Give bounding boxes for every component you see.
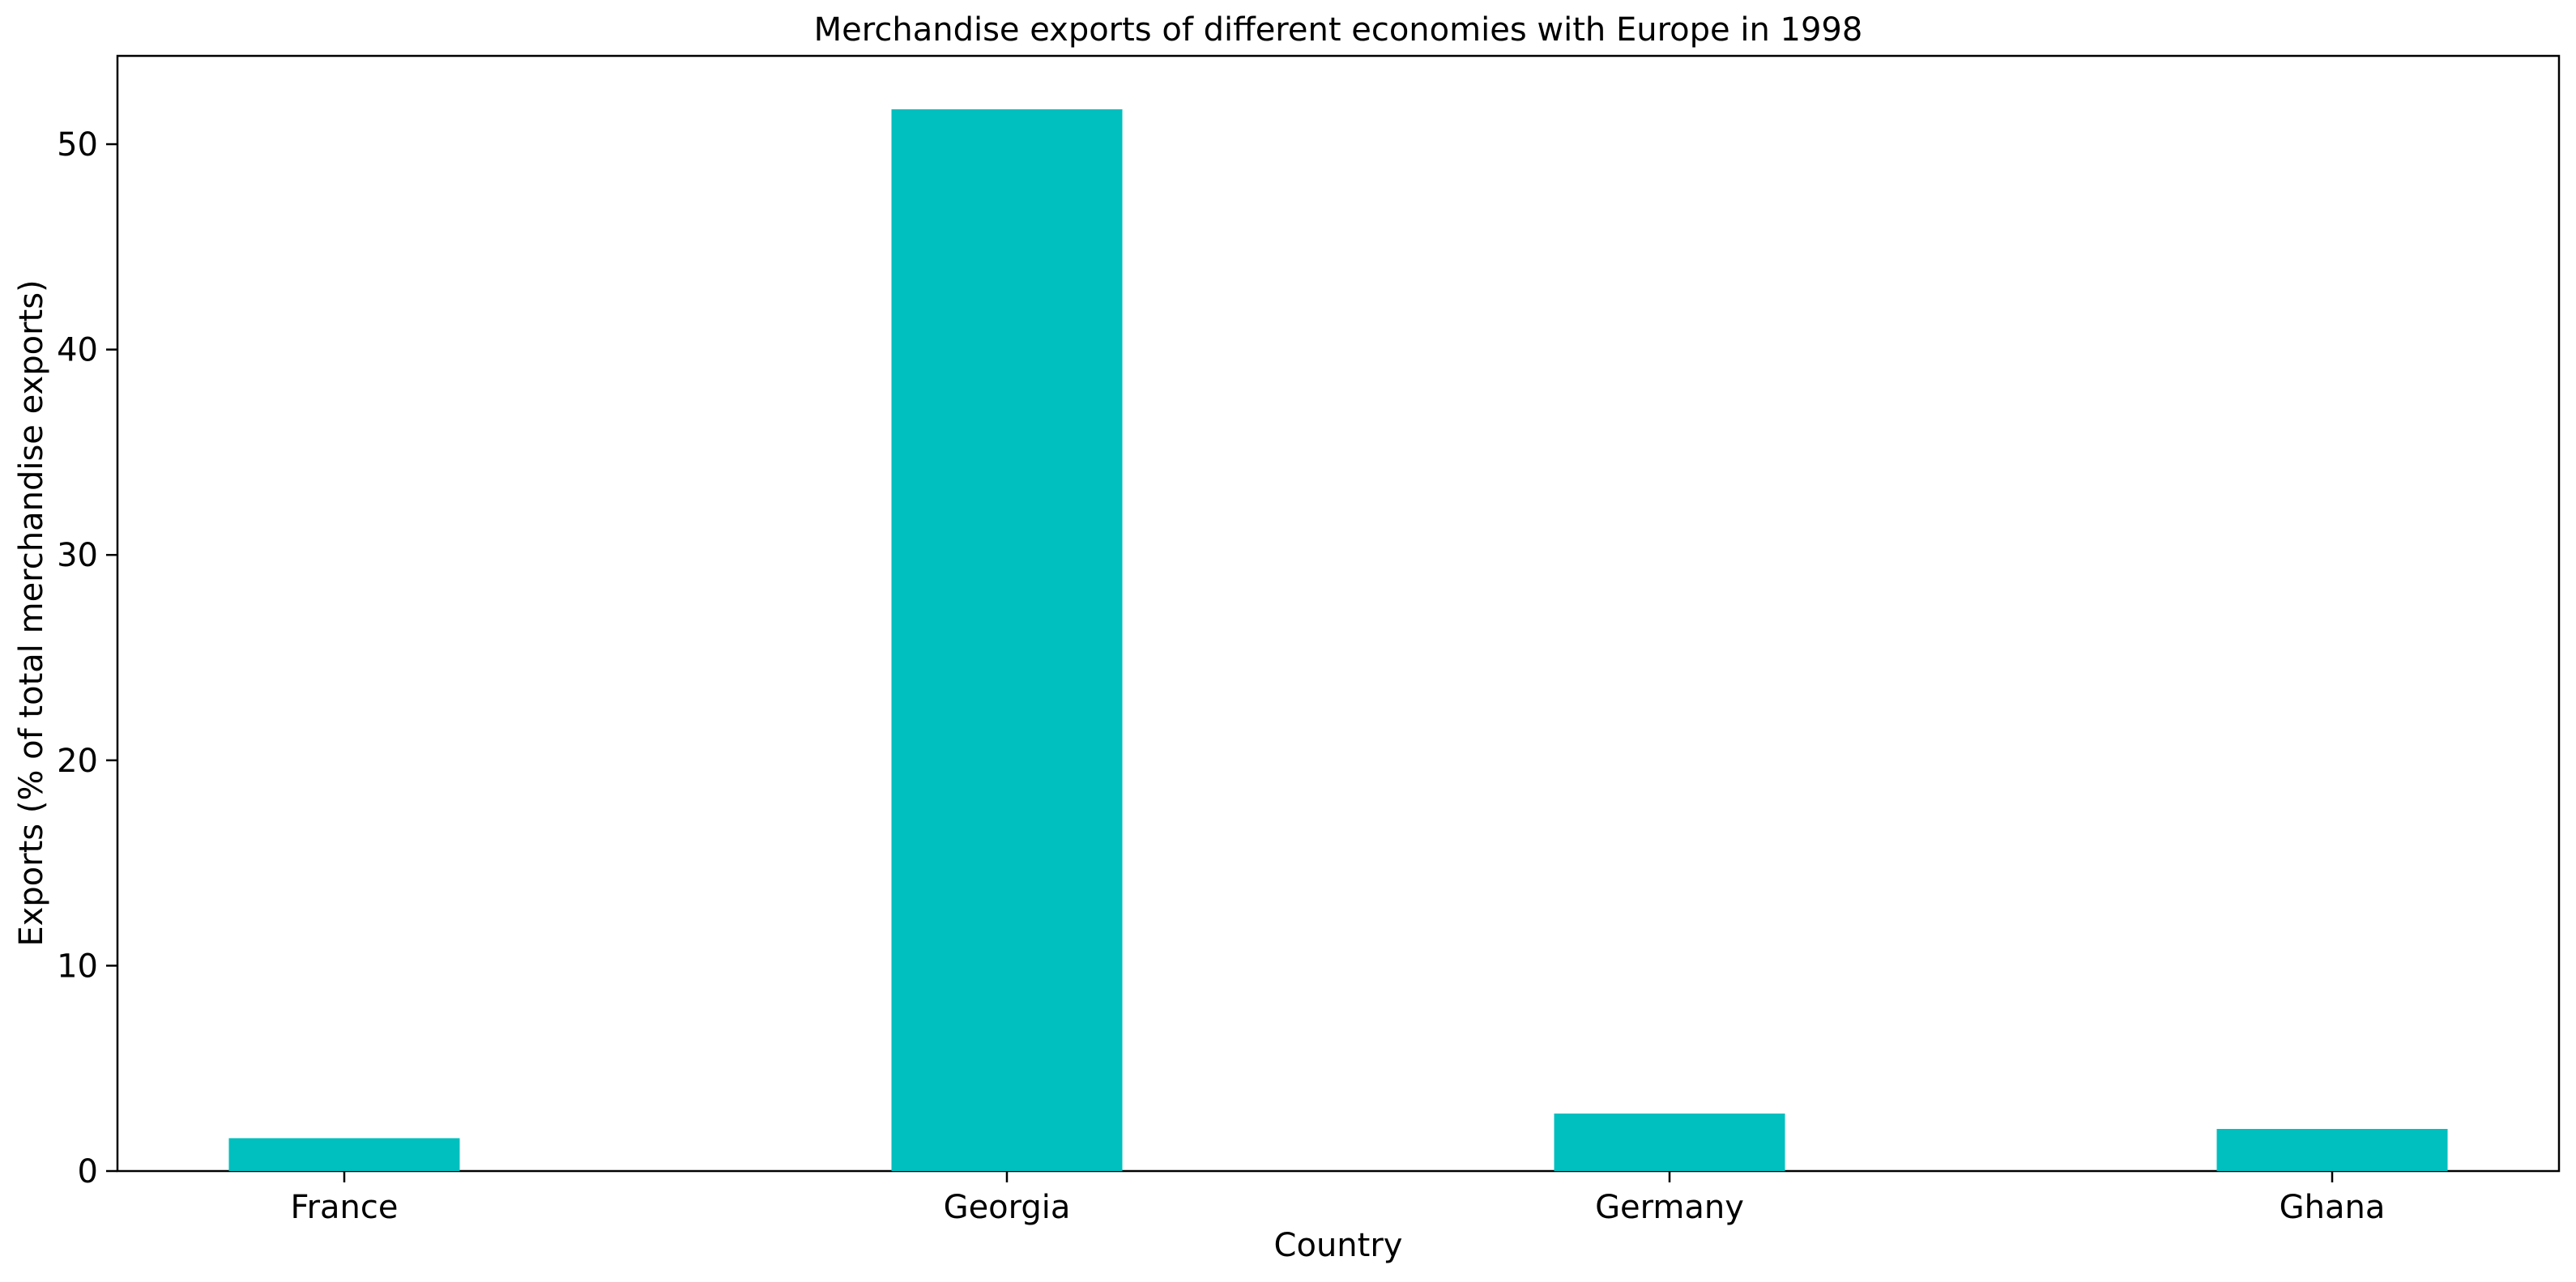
x-tick-label: France: [290, 1189, 398, 1226]
x-tick-label: Georgia: [944, 1189, 1071, 1226]
bar-germany: [1554, 1113, 1785, 1171]
y-tick-label: 10: [57, 948, 98, 985]
chart-title: Merchandise exports of different economi…: [814, 11, 1863, 49]
bars-group: [228, 109, 2448, 1171]
x-axis-label: Country: [1274, 1227, 1403, 1264]
plot-frame: [116, 54, 2561, 1173]
y-tick-label: 50: [57, 126, 98, 164]
y-tick-label: 40: [57, 332, 98, 369]
bar-ghana: [2216, 1129, 2448, 1171]
plot-area: 0 10 20 30 40 50 France Georgia Germany Ghana: [57, 54, 2561, 1226]
y-tick-label: 20: [57, 743, 98, 780]
y-axis-label: Exports (% of total merchandise exports): [13, 279, 50, 946]
y-tick-label: 30: [57, 537, 98, 574]
x-axis-ticks: France Georgia Germany Ghana: [290, 1171, 2385, 1226]
y-axis-ticks: 0 10 20 30 40 50: [57, 126, 117, 1190]
x-tick-label: Germany: [1595, 1189, 1744, 1226]
y-tick-label: 0: [78, 1153, 98, 1190]
bar-georgia: [891, 109, 1123, 1171]
bar-france: [228, 1138, 460, 1171]
x-tick-label: Ghana: [2280, 1189, 2386, 1226]
